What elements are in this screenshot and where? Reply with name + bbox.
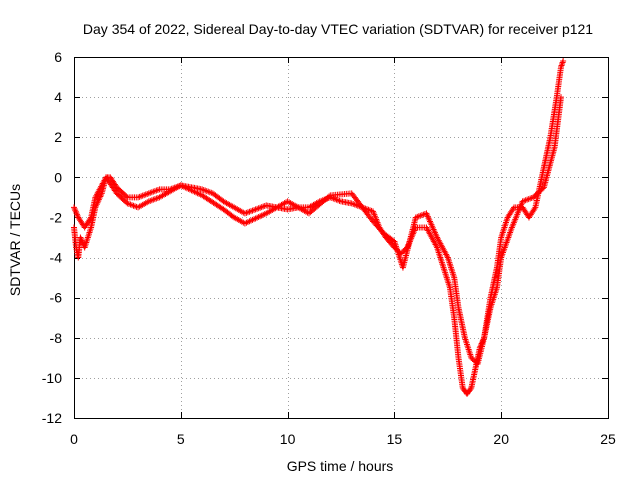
data-point-marker bbox=[123, 193, 130, 200]
data-point-marker bbox=[467, 386, 474, 393]
y-tick-label: 2 bbox=[54, 129, 62, 145]
x-tick-label: 15 bbox=[387, 431, 403, 447]
y-tick-label: -8 bbox=[50, 330, 63, 346]
x-tick-label: 25 bbox=[600, 431, 616, 447]
plot-frame bbox=[74, 57, 609, 419]
data-point-marker bbox=[73, 210, 80, 217]
data-points bbox=[71, 58, 567, 397]
y-tick-label: 4 bbox=[54, 89, 62, 105]
y-tick-label: -12 bbox=[42, 410, 62, 426]
y-tick-label: 0 bbox=[54, 169, 62, 185]
series-1 bbox=[71, 94, 565, 367]
y-tick-label: -10 bbox=[42, 370, 62, 386]
y-tick-label: -2 bbox=[50, 209, 63, 225]
data-point-marker bbox=[559, 61, 566, 68]
y-tick-label: -4 bbox=[50, 250, 63, 266]
data-point-marker bbox=[558, 94, 565, 101]
data-point-marker bbox=[77, 234, 84, 241]
data-point-marker bbox=[78, 237, 85, 244]
data-point-marker bbox=[78, 235, 85, 242]
y-tick-label: 6 bbox=[54, 49, 62, 65]
data-point-marker bbox=[71, 204, 77, 211]
x-tick-label: 0 bbox=[70, 431, 78, 447]
y-tick-label: -6 bbox=[50, 290, 63, 306]
axis-ticks: 0 5 10 15 20 25 -12 -10 -8 -6 -4 -2 0 2 4 6 bbox=[42, 49, 616, 447]
y-axis-label: SDTVAR / TECUs bbox=[7, 184, 23, 296]
data-point-marker bbox=[79, 238, 86, 245]
x-axis-label: GPS time / hours bbox=[287, 458, 394, 474]
data-point-marker bbox=[325, 193, 332, 200]
data-point-marker bbox=[510, 205, 517, 212]
data-point-marker bbox=[71, 205, 78, 212]
data-point-marker bbox=[72, 208, 79, 215]
data-point-marker bbox=[87, 215, 94, 222]
grid-lines bbox=[74, 57, 608, 418]
x-tick-label: 5 bbox=[177, 431, 185, 447]
x-tick-label: 20 bbox=[493, 431, 509, 447]
data-point-marker bbox=[72, 207, 79, 214]
data-point-marker bbox=[560, 58, 567, 65]
chart-title: Day 354 of 2022, Sidereal Day-to-day VTE… bbox=[83, 21, 593, 37]
series-0 bbox=[71, 58, 567, 397]
data-point-marker bbox=[74, 211, 81, 218]
x-tick-label: 10 bbox=[280, 431, 296, 447]
data-point-marker bbox=[531, 205, 538, 212]
